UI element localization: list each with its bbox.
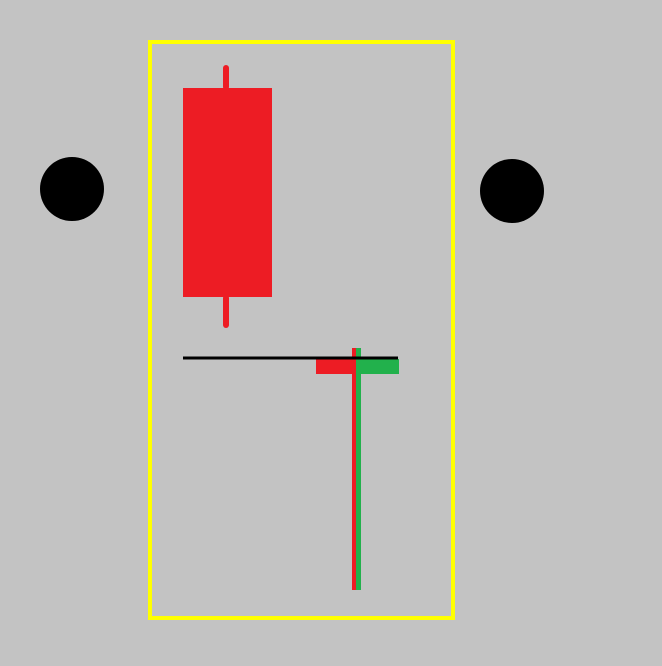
small-green-candle-wick	[356, 348, 361, 590]
large-bearish-candle	[183, 65, 272, 328]
small-green-candle-body	[357, 359, 399, 374]
large-candle-upper-wick	[223, 65, 229, 90]
right-dot	[480, 159, 544, 223]
left-dot	[40, 157, 104, 221]
highlight-frame	[148, 40, 455, 620]
small-green-candle	[356, 348, 399, 590]
small-red-candle	[316, 348, 357, 590]
large-candle-lower-wick	[223, 295, 229, 328]
small-red-candle-wick	[352, 348, 356, 590]
small-red-candle-body	[316, 359, 357, 374]
large-candle-body	[183, 88, 272, 297]
